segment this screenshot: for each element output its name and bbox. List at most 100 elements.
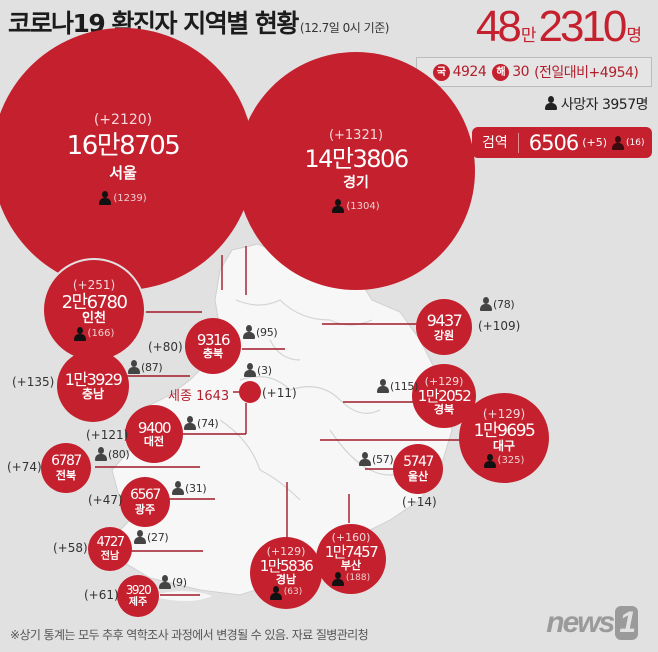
region-deaths-jeonnam: (27)	[134, 530, 169, 544]
vs-previous-day: (전일대비+4954)	[534, 65, 639, 81]
total-deaths: 사망자 3957명	[544, 94, 649, 114]
region-count: 9316	[196, 330, 231, 349]
region-deaths-gwangju: (31)	[172, 481, 207, 495]
person-icon	[134, 530, 146, 544]
person-icon	[172, 481, 184, 495]
region-increase-sejong: (+11)	[262, 386, 297, 400]
region-count: 6787	[51, 453, 82, 470]
region-name: 경남	[275, 573, 297, 587]
region-bubble-busan: (+160) 1만7457 부산 (188)	[316, 524, 386, 594]
region-bubble-sejong	[239, 381, 261, 403]
source-note: ※상기 통계는 모두 추후 역학조사 과정에서 변경될 수 있음. 자료 질병관…	[10, 628, 369, 642]
region-count: 4727	[96, 535, 125, 551]
domestic-count: 4924	[452, 64, 487, 80]
region-deaths-jeju: (9)	[159, 575, 187, 589]
region-increase-chungbuk: (+80)	[148, 340, 183, 354]
region-bubble-jeonbuk: 6787 전북	[41, 443, 91, 493]
region-deaths-daejeon: (74)	[184, 416, 219, 430]
region-count: 1만2052	[417, 386, 472, 405]
region-bubble-gangwon: 9437 강원	[416, 299, 472, 355]
region-count: 1만9695	[473, 420, 536, 441]
region-name: 서울	[109, 163, 137, 182]
region-increase: (+160)	[331, 530, 371, 544]
map-land	[109, 243, 453, 596]
region-increase: (+129)	[482, 407, 526, 422]
region-name: 제주	[128, 597, 148, 609]
region-name: 대구	[492, 439, 516, 454]
deaths-label: 사망자 3957명	[560, 97, 649, 113]
overseas-badge: 해	[492, 63, 510, 81]
region-count: 6567	[130, 487, 161, 504]
logo-text: news	[546, 606, 615, 639]
region-count: 1만5836	[259, 556, 314, 575]
person-icon	[99, 191, 112, 206]
region-deaths: (1304)	[332, 199, 380, 214]
total-part1: 48	[475, 2, 522, 51]
region-deaths: (188)	[331, 572, 370, 587]
person-icon	[332, 199, 345, 214]
region-increase: (+2120)	[93, 111, 153, 128]
person-icon	[73, 326, 86, 341]
region-bubble-jeonnam: 4727 전남	[88, 527, 132, 571]
region-count: 9437	[426, 311, 463, 331]
quarantine-deaths: (16)	[626, 137, 645, 148]
region-increase: (+129)	[424, 374, 464, 388]
region-bubble-jeju: 3920 제주	[117, 575, 159, 617]
person-icon	[359, 452, 371, 466]
news1-logo: news 1	[546, 606, 638, 640]
region-deaths: (1239)	[99, 191, 147, 206]
region-name: 충남	[81, 387, 105, 402]
region-bubble-gyeongnam: (+129) 1만5836 경남 (63)	[250, 537, 322, 609]
region-increase-gangwon: (+109)	[478, 319, 521, 333]
region-bubble-incheon: (+251) 2만6780 인천 (166)	[42, 258, 146, 362]
region-name: 경기	[343, 174, 369, 191]
region-bubble-chungbuk: 9316 충북	[185, 318, 241, 374]
region-deaths-gangwon: (78)	[480, 297, 515, 311]
region-name: 경북	[433, 403, 455, 417]
quarantine-increase: (+5)	[582, 136, 608, 149]
person-icon	[269, 586, 282, 601]
total-part2: 2310	[538, 2, 627, 51]
daily-new-cases: 국 4924 해 30 (전일대비+4954)	[416, 57, 652, 87]
region-name: 강원	[433, 328, 455, 342]
region-increase-jeju: (+61)	[84, 588, 119, 602]
region-increase: (+129)	[266, 544, 306, 558]
overseas-count: 30	[512, 64, 530, 80]
title-date: (12.7일 0시 기준)	[299, 21, 390, 35]
region-count: 1만3929	[64, 369, 123, 389]
region-count: 5747	[403, 454, 434, 471]
region-deaths-gyeongbuk: (115)	[377, 379, 418, 393]
region-label-sejong: 세종 1643	[168, 389, 230, 404]
region-name: 전북	[55, 468, 77, 482]
region-increase-jeonbuk: (+74)	[7, 460, 42, 474]
region-count: 16만8705	[66, 131, 181, 162]
region-bubble-ulsan: 5747 울산	[393, 444, 443, 494]
region-increase-chungnam: (+135)	[12, 375, 55, 389]
total-unit-man: 만	[520, 26, 537, 45]
region-count: 1만7457	[324, 542, 379, 561]
quarantine-label: 검역	[472, 132, 519, 153]
map-jeju	[150, 591, 212, 601]
logo-mark: 1	[615, 606, 638, 640]
region-bubble-daejeon: 9400 대전	[125, 405, 183, 463]
region-deaths-sejong: (3)	[244, 363, 272, 377]
total-unit-people: 명	[626, 26, 642, 45]
region-bubble-gwangju: 6567 광주	[120, 477, 170, 527]
region-bubble-chungnam: 1만3929 충남	[57, 350, 129, 422]
region-increase: (+1321)	[328, 127, 384, 143]
region-deaths-jeonbuk: (80)	[95, 447, 130, 461]
region-name: 울산	[407, 469, 429, 483]
region-deaths-chungbuk: (95)	[243, 325, 278, 339]
person-icon	[243, 325, 255, 339]
person-icon	[483, 453, 496, 468]
quarantine-box: 검역 6506 (+5) (16)	[472, 127, 652, 158]
person-icon	[331, 572, 344, 587]
region-increase-jeonnam: (+58)	[53, 541, 88, 555]
region-count: 2만6780	[61, 291, 128, 313]
region-name: 부산	[340, 559, 362, 573]
total-cases: 48 만2310 명	[476, 2, 644, 52]
region-deaths: (166)	[73, 326, 114, 341]
region-count: 3920	[125, 582, 152, 597]
region-deaths-chungnam: (87)	[128, 360, 163, 374]
person-icon	[159, 575, 171, 589]
